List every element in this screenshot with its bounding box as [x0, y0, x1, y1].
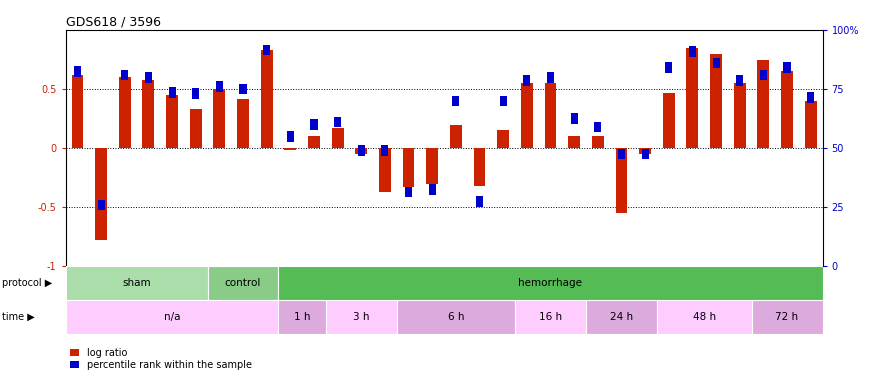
Bar	[261, 50, 273, 148]
Bar	[710, 54, 722, 148]
Bar	[807, 92, 815, 103]
Text: 3 h: 3 h	[353, 312, 369, 322]
Text: hemorrhage: hemorrhage	[519, 278, 583, 288]
Bar	[568, 136, 580, 148]
Bar	[358, 145, 365, 156]
Bar	[396, 300, 515, 334]
Bar	[476, 196, 483, 207]
Bar	[166, 95, 178, 148]
Bar	[452, 96, 459, 106]
Bar	[547, 72, 554, 82]
Bar	[284, 148, 297, 150]
Bar	[355, 148, 367, 154]
Text: time ▶: time ▶	[2, 312, 34, 322]
Text: 6 h: 6 h	[448, 312, 464, 322]
Text: n/a: n/a	[164, 312, 180, 322]
Bar	[657, 300, 752, 334]
Legend: log ratio, percentile rank within the sample: log ratio, percentile rank within the sa…	[71, 348, 252, 370]
Bar	[687, 48, 698, 148]
Bar	[402, 148, 415, 187]
Bar	[752, 300, 822, 334]
Bar	[169, 87, 176, 98]
Bar	[216, 81, 223, 92]
Bar	[287, 131, 294, 142]
Bar	[119, 77, 130, 148]
Bar	[240, 84, 247, 94]
Bar	[734, 83, 746, 148]
Text: sham: sham	[123, 278, 150, 288]
Text: control: control	[225, 278, 262, 288]
Bar	[122, 70, 129, 80]
Bar	[278, 300, 326, 334]
Bar	[523, 75, 530, 86]
Bar	[515, 300, 586, 334]
Text: 24 h: 24 h	[610, 312, 633, 322]
Bar	[66, 266, 207, 300]
Bar	[758, 60, 769, 148]
Bar	[237, 99, 248, 148]
Bar	[521, 83, 533, 148]
Bar	[95, 148, 107, 240]
Bar	[426, 148, 438, 184]
Bar	[207, 266, 278, 300]
Bar	[497, 130, 509, 148]
Bar	[641, 149, 648, 159]
Bar	[618, 149, 625, 159]
Bar	[332, 128, 344, 148]
Bar	[781, 71, 793, 148]
Bar	[214, 89, 225, 148]
Bar	[143, 80, 154, 148]
Bar	[72, 75, 83, 148]
Bar	[334, 117, 341, 128]
Bar	[665, 63, 672, 73]
Bar	[473, 148, 486, 186]
Bar	[805, 101, 816, 148]
Bar	[736, 75, 743, 86]
Bar	[594, 122, 601, 132]
Bar	[192, 88, 200, 99]
Bar	[308, 136, 320, 148]
Bar	[689, 46, 696, 57]
Bar	[615, 148, 627, 213]
Bar	[66, 300, 278, 334]
Bar	[570, 113, 578, 124]
Bar	[450, 124, 462, 148]
Bar	[311, 119, 318, 130]
Bar	[382, 145, 388, 156]
Text: GDS618 / 3596: GDS618 / 3596	[66, 16, 161, 29]
Bar	[586, 300, 657, 334]
Bar	[429, 184, 436, 195]
Bar	[263, 45, 270, 56]
Bar	[326, 300, 396, 334]
Bar	[74, 66, 81, 76]
Bar	[663, 93, 675, 148]
Bar	[500, 96, 507, 106]
Bar	[712, 58, 719, 68]
Bar	[145, 72, 152, 82]
Bar	[640, 148, 651, 154]
Text: 72 h: 72 h	[775, 312, 799, 322]
Bar	[405, 186, 412, 197]
Bar	[190, 109, 201, 148]
Text: 1 h: 1 h	[294, 312, 311, 322]
Bar	[544, 83, 556, 148]
Bar	[278, 266, 822, 300]
Bar	[379, 148, 391, 192]
Bar	[783, 63, 791, 73]
Text: 48 h: 48 h	[693, 312, 716, 322]
Text: protocol ▶: protocol ▶	[2, 278, 52, 288]
Text: 16 h: 16 h	[539, 312, 562, 322]
Bar	[592, 136, 604, 148]
Bar	[97, 200, 105, 210]
Bar	[760, 70, 766, 80]
